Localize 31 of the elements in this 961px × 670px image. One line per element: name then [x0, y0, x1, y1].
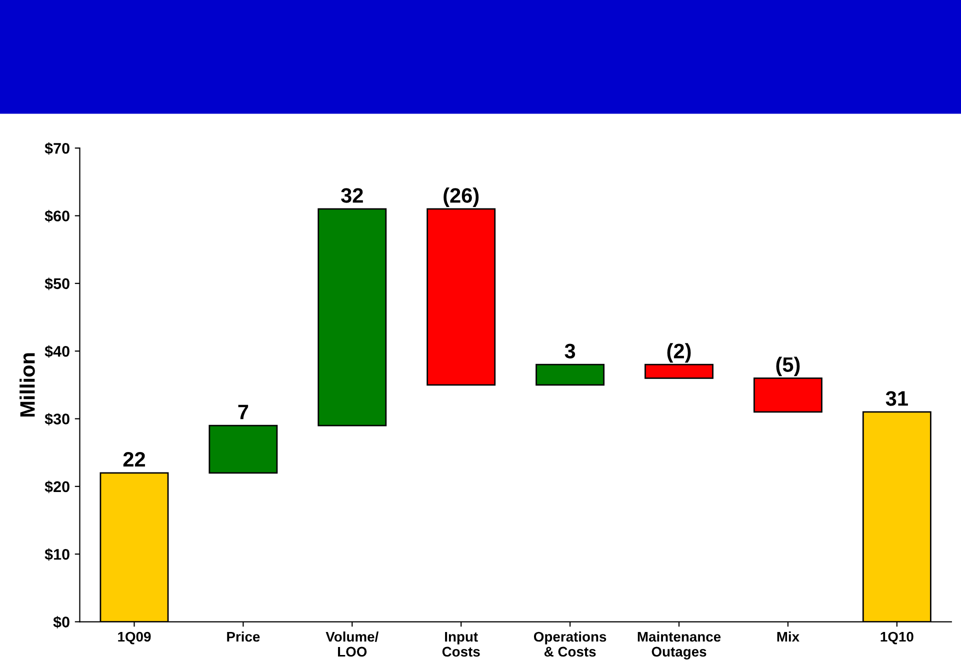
data-label: 22 — [123, 452, 145, 467]
y-axis-title: Million — [20, 353, 35, 416]
data-label: 31 — [886, 391, 908, 406]
x-tick-label: Volume/ LOO — [326, 631, 379, 657]
x-tick-label: 1Q09 — [118, 632, 151, 644]
data-label: 7 — [238, 404, 248, 420]
y-tick-label: $70 — [44, 142, 70, 155]
y-tick-label: $20 — [44, 480, 70, 494]
data-label: 3 — [564, 344, 576, 358]
data-label: (26) — [444, 188, 479, 207]
y-tick-label: $0 — [53, 616, 70, 628]
y-tick-label: $60 — [44, 210, 70, 222]
y-tick-label: $10 — [44, 548, 70, 561]
bar — [208, 424, 278, 474]
x-tick-label: Input Costs — [442, 632, 480, 657]
x-tick-label: Maintenance Outages — [638, 631, 721, 660]
bar — [318, 208, 387, 426]
y-tick-label: $40 — [44, 345, 70, 358]
bar — [426, 208, 496, 386]
bar — [753, 377, 822, 413]
x-tick-label: Mix — [777, 631, 800, 642]
data-label: 32 — [341, 188, 363, 203]
y-tick-label: $50 — [44, 278, 70, 290]
y-tick-label: $30 — [44, 412, 70, 426]
x-tick-label: Price — [227, 631, 260, 642]
data-label: (5) — [776, 356, 800, 376]
bar — [644, 364, 714, 379]
x-tick-label: 1Q10 — [880, 632, 914, 644]
x-tick-label: Operations & Costs — [534, 631, 606, 657]
data-label: (2) — [667, 343, 691, 363]
bar — [536, 364, 605, 386]
